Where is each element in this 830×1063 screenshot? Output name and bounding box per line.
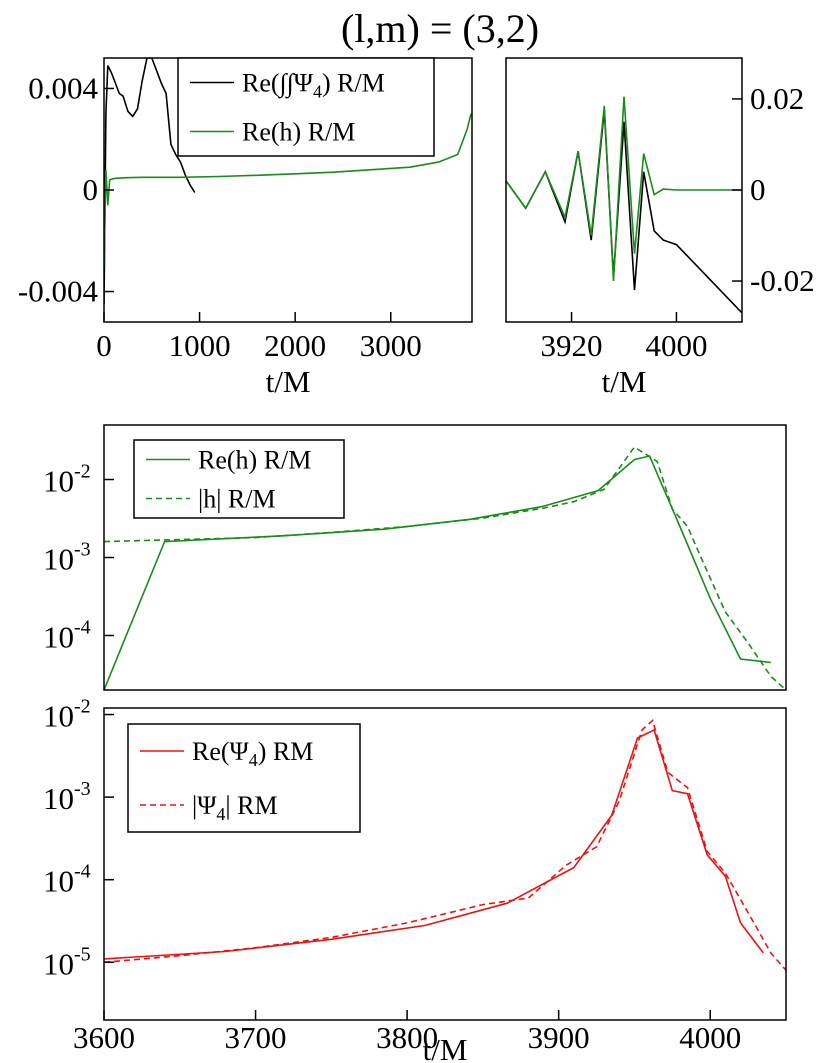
series-line-0	[506, 110, 742, 314]
y-tick-label: -0.004	[18, 274, 99, 309]
y-tick-exponent: -4	[74, 616, 91, 638]
legend-label: |Ψ4| RM	[192, 791, 278, 824]
legend-label: Re(h) R/M	[242, 118, 355, 147]
x-tick-label: 3000	[360, 328, 422, 363]
legend-box	[177, 57, 435, 157]
x-tick-label: 3700	[225, 1020, 287, 1055]
series-line-0	[104, 728, 764, 960]
y-tick-label: 0.004	[28, 70, 98, 105]
y-tick-exponent: -5	[74, 943, 91, 965]
x-tick-label: 0	[96, 328, 112, 363]
y-tick-label: 10	[43, 946, 74, 981]
x-tick-label: 3900	[528, 1020, 590, 1055]
y-tick-label: 10	[43, 781, 74, 816]
series-line-1	[104, 446, 786, 690]
legend-box	[127, 723, 361, 833]
series-group	[104, 718, 786, 971]
legend-box	[133, 439, 345, 519]
y-tick-exponent: -3	[74, 539, 91, 561]
y-tick-label: 10	[43, 699, 74, 734]
figure-title: (l,m) = (3,2)	[341, 6, 539, 51]
y-tick-label: 0	[83, 172, 99, 207]
series-group	[506, 96, 742, 314]
legend: Re(h) R/M |h| R/M	[133, 439, 345, 519]
series-group	[104, 58, 472, 305]
x-tick-label: 3800	[376, 1020, 438, 1055]
chart-p3: 10-210-310 -4Re(h) R/M|h| R/M	[43, 424, 787, 691]
y-tick-label: 0	[750, 172, 766, 207]
x-tick-label: 2000	[264, 328, 326, 363]
legend: Re(∫∫Ψ4) R/M Re(h) R/M	[177, 57, 435, 157]
y-tick-label: 10	[43, 464, 74, 499]
series-line-1	[506, 96, 742, 282]
y-tick-label: -0.02	[750, 263, 815, 298]
legend: Re(Ψ4) RM |Ψ4| RM	[127, 723, 361, 833]
x-tick-label: 3920	[541, 328, 603, 363]
legend-label: Re(Ψ4) RM	[192, 737, 313, 770]
y-tick-label: 10	[43, 619, 74, 654]
x-tick-label: 4000	[645, 328, 707, 363]
x-tick-label: 1000	[169, 328, 231, 363]
chart-p1: 0.004 0 -0.004 0 1000 2000 3000 t/M Re(∫∫Ψ4) R/M…	[18, 57, 473, 399]
y-tick-label: 10	[43, 864, 74, 899]
y-tick-exponent: -3	[74, 778, 91, 800]
x-tick-label: 4000	[679, 1020, 741, 1055]
y-tick-exponent: -4	[74, 861, 91, 883]
x-axis-title: t/M	[266, 364, 311, 399]
legend-label: Re(∫∫Ψ4) R/M	[242, 69, 385, 102]
series-line-0	[104, 58, 196, 305]
series-line-0	[104, 455, 771, 690]
legend-label: |h| R/M	[198, 485, 276, 514]
y-tick-exponent: -2	[74, 696, 91, 718]
x-axis-title: t/M	[602, 364, 647, 399]
y-tick-label: 10	[43, 542, 74, 577]
series-group	[104, 446, 786, 690]
y-tick-exponent: -2	[74, 461, 91, 483]
x-tick-label: 3600	[73, 1020, 135, 1055]
plot-frame	[103, 707, 787, 1021]
series-line-1	[104, 113, 472, 267]
x-axis-title: t/M	[423, 1032, 468, 1063]
y-tick-label: 0.02	[750, 81, 804, 116]
legend-label: Re(h) R/M	[198, 446, 311, 475]
